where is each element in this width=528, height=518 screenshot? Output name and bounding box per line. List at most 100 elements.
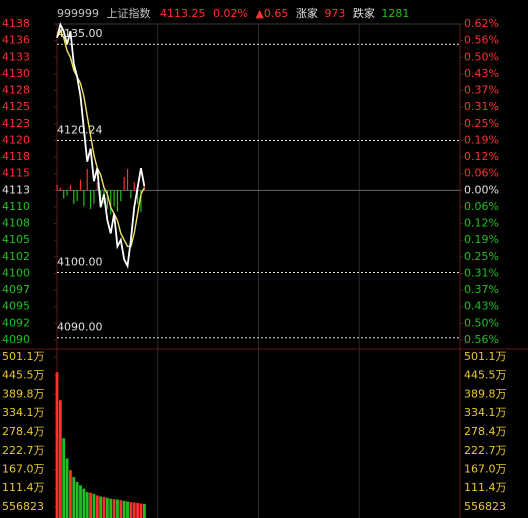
volume-tick-label: 222.7万 (2, 444, 45, 457)
y2-tick-label: 0.56% (464, 34, 499, 47)
indicator-bar (106, 190, 108, 210)
indicator-bar (137, 190, 139, 204)
volume-bar (116, 499, 119, 518)
y2-tick-label: 0.43% (464, 300, 499, 313)
y-tick-label: 4120 (2, 133, 30, 146)
y2-tick-label: 0.25% (464, 117, 499, 130)
y-tick-label: 4092 (2, 316, 30, 329)
reference-label: 4090.00 (57, 321, 103, 334)
y2-tick-label: 0.31% (464, 100, 499, 113)
volume-bar (142, 503, 146, 518)
code: 999999 (57, 7, 99, 20)
volume-tick-label-right: 445.5万 (464, 369, 507, 382)
y2-tick-label: 0.56% (464, 333, 499, 346)
up-count: 973 (324, 7, 345, 20)
y2-tick-label: 0.37% (464, 283, 499, 296)
volume-bar (119, 500, 123, 518)
volume-bar (109, 498, 113, 518)
indicator-bar (89, 190, 92, 210)
indicator-bar (120, 190, 122, 202)
y-tick-label: 4136 (2, 34, 30, 47)
y2-tick-label: 0.50% (464, 316, 499, 329)
y2-tick-label: 0.62% (464, 17, 499, 30)
volume-bar (89, 492, 92, 518)
price: 4113.25 (160, 7, 206, 20)
y-tick-label: 4102 (2, 250, 30, 263)
y2-tick-label: 0.12% (464, 150, 499, 163)
indicator-bar (59, 187, 61, 191)
volume-tick-label-right: 167.0万 (464, 463, 507, 476)
y-tick-label: 4118 (2, 150, 30, 163)
y-tick-label: 4100 (2, 266, 30, 279)
volume-bar (139, 503, 143, 518)
volume-bar (99, 496, 103, 518)
y2-tick-label: 0.25% (464, 250, 499, 263)
volume-tick-label-right: 501.1万 (464, 350, 507, 363)
indicator-bar (73, 190, 75, 204)
down-label: 跌家 (353, 6, 375, 20)
y-tick-label: 4097 (2, 283, 30, 296)
indicator-bar (69, 184, 72, 191)
y2-tick-label: 0.19% (464, 233, 499, 246)
indicator-bar (116, 190, 119, 212)
volume-bar (102, 497, 106, 518)
volume-bar (58, 400, 62, 518)
index-name: 上证指数 (107, 6, 151, 20)
change: ▲0.65 (255, 7, 288, 20)
volume-tick-label-right: 334.1万 (464, 406, 507, 419)
volume-tick-label-right: 556823 (464, 500, 506, 513)
y2-tick-label: 0.06% (464, 200, 499, 213)
volume-tick-label: 167.0万 (2, 463, 45, 476)
indicator-bar (143, 184, 145, 191)
y-tick-label: 4108 (2, 217, 30, 230)
y-tick-label: 4113 (2, 183, 30, 196)
volume-bar (65, 458, 69, 518)
volume-bar (92, 493, 96, 518)
y2-tick-label: 0.00% (464, 183, 499, 196)
indicator-bar (126, 168, 129, 191)
y-tick-label: 4095 (2, 300, 30, 313)
volume-tick-label: 501.1万 (2, 350, 45, 363)
indicator-bar (133, 182, 135, 191)
volume-bar (85, 492, 89, 518)
change-pct: 0.02% (213, 7, 248, 20)
y2-tick-label: 0.50% (464, 50, 499, 63)
volume-bar (112, 499, 116, 518)
indicator-bar (63, 190, 65, 199)
y-tick-label: 4130 (2, 67, 30, 80)
indicator-bar (96, 182, 98, 191)
volume-bar (122, 500, 126, 518)
indicator-bar (66, 190, 68, 196)
y-tick-label: 4110 (2, 200, 30, 213)
y-tick-label: 4133 (2, 50, 30, 63)
y2-tick-label: 0.43% (464, 67, 499, 80)
volume-bar (69, 470, 72, 518)
y-tick-label: 4138 (2, 17, 30, 30)
indicator-bar (110, 190, 112, 215)
header: 999999 上证指数 4113.25 0.02% ▲0.65 涨家 973 跌… (57, 6, 409, 20)
indicator-bar (93, 190, 95, 204)
y-tick-label: 4105 (2, 233, 30, 246)
indicator-bar (130, 190, 132, 199)
volume-bar (62, 438, 66, 518)
y-tick-label: 4115 (2, 167, 30, 180)
indicator-bar (83, 190, 85, 207)
volume-bar (75, 481, 79, 518)
y2-tick-label: 0.12% (464, 217, 499, 230)
up-label: 涨家 (296, 6, 318, 20)
volume-tick-label: 111.4万 (2, 481, 45, 494)
reference-label: 4100.00 (57, 255, 103, 268)
indicator-bar (113, 190, 115, 207)
volume-bar (82, 488, 86, 518)
y2-tick-label: 0.19% (464, 133, 499, 146)
volume-tick-label: 389.8万 (2, 387, 45, 400)
y-tick-label: 4125 (2, 100, 30, 113)
y2-tick-label: 0.06% (464, 167, 499, 180)
volume-tick-label-right: 278.4万 (464, 425, 507, 438)
volume-tick-label: 445.5万 (2, 369, 45, 382)
volume-bar (126, 501, 129, 518)
indicator-bar (56, 184, 58, 191)
indicator-bar (79, 179, 82, 191)
